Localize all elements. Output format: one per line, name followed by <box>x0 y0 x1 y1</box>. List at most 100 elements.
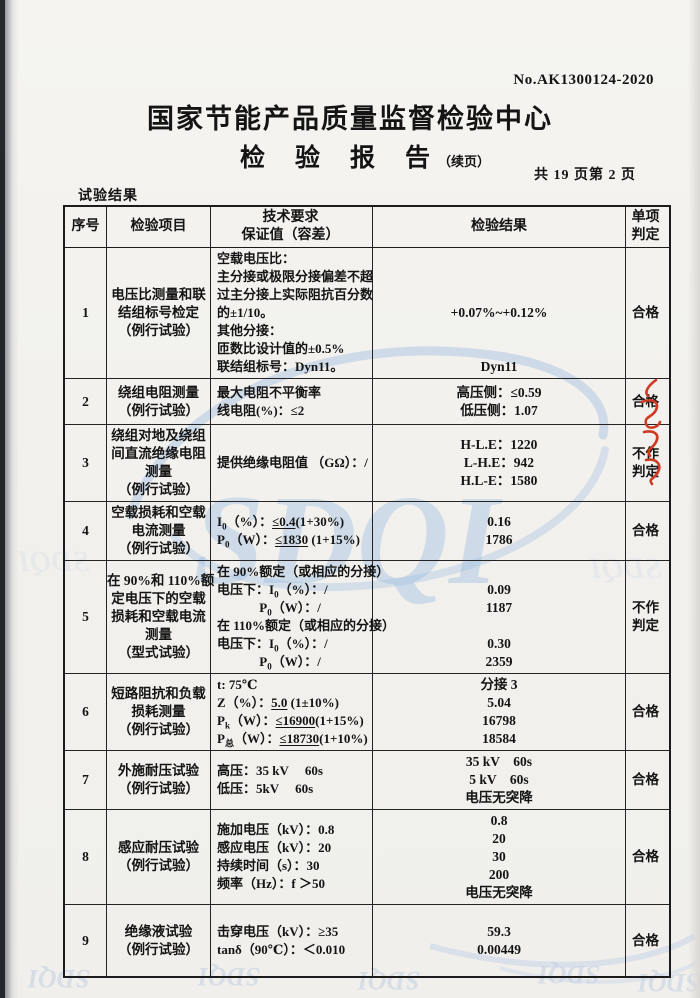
text-line: 高压侧：≤0.59 <box>456 384 542 400</box>
formula-line: P0（W）：/ <box>217 600 321 618</box>
text-line: （例行试验） <box>118 323 199 338</box>
item-cell: 在 90%和 110%额 定电压下的空载 损耗和空载电流 测量 （型式试验） <box>107 561 214 673</box>
text-line: 0.30 <box>487 636 511 651</box>
text-line: 损耗测量 <box>131 704 186 719</box>
table-row: 8 感应耐压试验 （例行试验） 施加电压（kV）：0.8 感应电压（kV）：20 持续时间… <box>65 810 669 905</box>
text-line: 技术要求 <box>262 210 319 225</box>
table-row: 2 绕组电阻测量 （例行试验） 最大电阻不平衡率 线电阻(%)：≤2 高压侧：≤0.59 低… <box>65 379 669 425</box>
text-line: 绕组电阻测量 <box>118 384 199 400</box>
text-line: 保证值（容差） <box>241 228 340 243</box>
text-line: 电压无突降 <box>465 885 533 900</box>
text-line: 感应耐压试验 <box>118 840 199 855</box>
verdict-cell: 合格 <box>626 502 665 560</box>
text-line: （例行试验） <box>118 482 199 497</box>
text-line: 7 <box>82 772 89 787</box>
text-line: 0.8 <box>490 813 508 828</box>
result-cell: H-L.E：1220 L-H.E：942 H.L-E：1580 <box>373 425 626 501</box>
page-count: 共 19 页第 2 页 <box>534 168 636 183</box>
text-line: 检验项目 <box>130 219 187 234</box>
table-row: 3 绕组对地及绕组 间直流绝缘电阻 测量 （例行试验） 提供绝缘电阻值 （GΩ）：/ H-L… <box>65 425 669 502</box>
text-line: 判定 <box>631 228 660 243</box>
requirement-cell: 最大电阻不平衡率 线电阻(%)：≤2 <box>211 379 373 424</box>
result-cell: 59.3 0.00449 <box>373 905 626 976</box>
empty-line <box>373 617 625 635</box>
text-line: 18584 <box>482 731 516 746</box>
text-line: 测量 <box>145 464 172 479</box>
text-line: 0.16 <box>487 514 511 529</box>
text-line: （例行试验） <box>118 858 199 873</box>
result-cell: 高压侧：≤0.59 低压侧：1.07 <box>373 379 626 424</box>
text-line: 5 <box>82 609 89 624</box>
text-line: （型式试验） <box>118 645 199 660</box>
verdict-cell: 合格 <box>626 248 665 378</box>
table-row: 6 短路阻抗和负载 损耗测量 （例行试验） t: 75℃ Z（%）：5.0 (1±10%)… <box>65 674 669 751</box>
section-title: 试验结果 <box>78 189 138 204</box>
text-line: 3 <box>82 455 89 470</box>
item-cell: 电压比测量和联 结组标号检定 （例行试验） <box>107 248 211 378</box>
result-cell: 分接 3 5.04 16798 18584 <box>373 674 626 750</box>
row-number-cell: 9 <box>65 905 107 976</box>
requirement-cell: 空载电压比： 主分接或极限分接偏差不超 过主分接上实际阻抗百分数 的±1/10。 其他分… <box>211 248 373 378</box>
result-cell: 0.09 1187 0.30 2359 <box>373 561 626 673</box>
row-number-cell: 2 <box>65 379 107 424</box>
text-line: 合格 <box>632 932 659 948</box>
text-line: 电压比测量和联 <box>111 287 206 302</box>
text-line: 1 <box>82 305 89 320</box>
underlined-value: 5.0 <box>271 695 288 710</box>
text-line: Dyn11 <box>480 359 518 374</box>
text-line: 在 110%额定（或相应的分接） <box>217 618 396 633</box>
item-cell: 绝缘液试验 （例行试验） <box>107 905 211 976</box>
text-line: 其他分接： <box>217 323 283 338</box>
results-table: 序号 检验项目 技术要求 保证值（容差） 检验结果 单项 判定 1 电压比测量和联 结组标号检定 （… <box>63 205 671 978</box>
formula-line: P总（W）：≤18730(1+10%) <box>217 731 368 749</box>
text-line: 空载损耗和空载 <box>111 505 206 520</box>
item-cell: 感应耐压试验 （例行试验） <box>107 810 211 904</box>
text-line: H.L-E：1580 <box>460 473 538 488</box>
text-line: 9 <box>82 932 89 948</box>
subscript: 总 <box>224 738 234 749</box>
empty-line <box>373 268 625 286</box>
row-number-cell: 6 <box>65 674 107 750</box>
text-line: 绕组对地及绕组 <box>111 428 206 443</box>
result-cell: 0.16 1786 <box>373 502 626 560</box>
item-cell: 空载损耗和空载 电流测量 （例行试验） <box>107 502 211 560</box>
text-line: 结组标号检定 <box>118 305 199 320</box>
text-line: 6 <box>82 704 89 719</box>
text-line: 0.09 <box>487 582 511 597</box>
text-line: 5 kV 60s <box>469 772 529 787</box>
empty-line <box>373 286 625 304</box>
empty-line <box>373 250 625 268</box>
text-line: 16798 <box>482 713 516 728</box>
text-line: 感应电压（kV）：20 <box>217 840 332 855</box>
text-line: 过主分接上实际阻抗百分数 <box>217 287 374 302</box>
requirement-cell: t: 75℃ Z（%）：5.0 (1±10%) Pk（W）：≤16900(1+15%… <box>211 674 373 750</box>
text-line: 30 <box>492 849 506 864</box>
requirement-cell: 高压：35 kV 60s 低压：5kV 60s <box>211 751 373 809</box>
verdict-cell: 合格 <box>626 674 665 750</box>
text-line: （例行试验） <box>118 402 199 418</box>
subscript: 0 <box>274 589 279 600</box>
subscript: k <box>224 720 230 731</box>
text-line: 电流测量 <box>131 523 186 538</box>
text-line: 主分接或极限分接偏差不超 <box>217 269 374 284</box>
underlined-value: ≤1830 <box>274 532 309 547</box>
verdict-cell: 合格 <box>626 751 665 809</box>
text-line: 线电阻(%)：≤2 <box>217 402 305 418</box>
subscript: 0 <box>274 643 279 654</box>
requirement-cell: 施加电压（kV）：0.8 感应电压（kV）：20 持续时间（s）：30 频率（Hz）：… <box>211 810 373 904</box>
scan-edge-left-dark <box>0 0 5 998</box>
text-line: 联结组标号：Dyn11。 <box>217 359 344 374</box>
text-line: 空载电压比： <box>217 251 296 266</box>
text-line: 匝数比设计值的±0.5% <box>217 341 345 356</box>
row-number-cell: 1 <box>65 248 107 378</box>
row-number-cell: 4 <box>65 502 107 560</box>
item-cell: 绕组电阻测量 （例行试验） <box>107 379 211 424</box>
text-line: 低压：5kV 60s <box>217 781 314 796</box>
text-line: 提供绝缘电阻值 （GΩ）：/ <box>217 455 368 470</box>
text-line: （例行试验） <box>118 781 199 796</box>
text-line: 合格 <box>632 523 659 538</box>
text-line: tanδ（90℃）：＜0.010 <box>217 941 346 957</box>
text-line: 频率（Hz）：f ＞50 <box>217 876 325 891</box>
empty-line <box>373 563 625 581</box>
